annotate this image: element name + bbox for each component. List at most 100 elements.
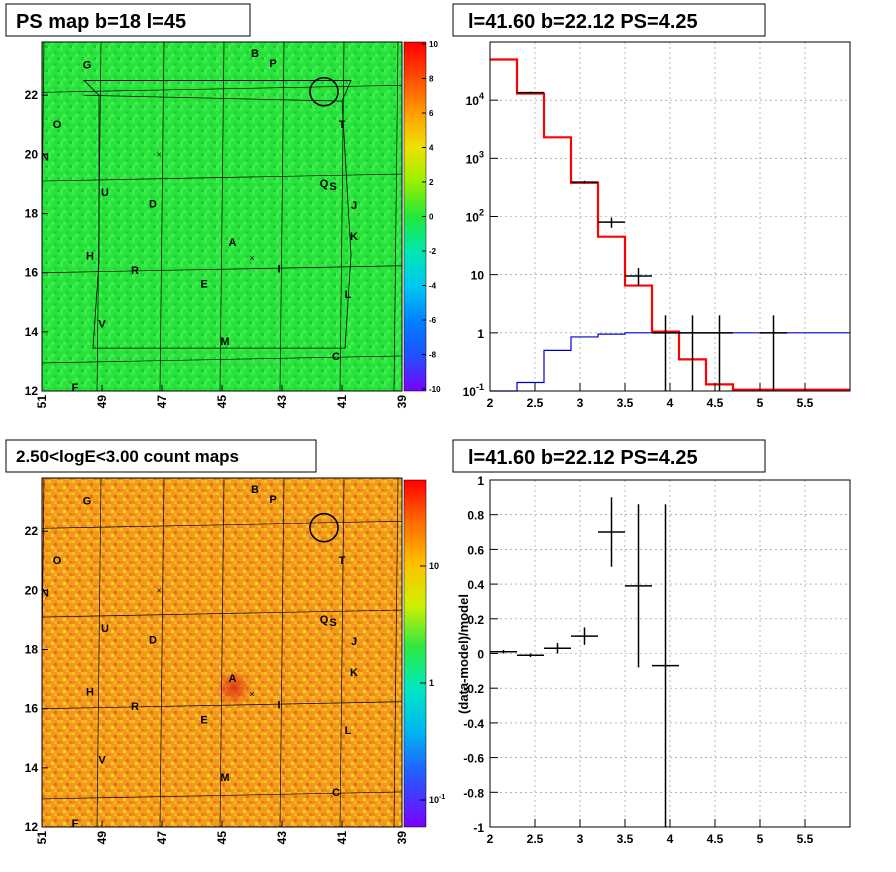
source-label-l: L: [345, 289, 352, 301]
y-tick-label: 14: [25, 761, 39, 775]
residual-title: l=41.60 b=22.12 PS=4.25: [468, 447, 698, 469]
red-step-line: [490, 58, 850, 391]
x-tick-label: 41: [335, 395, 349, 409]
source-label-c: C: [332, 351, 340, 363]
source-label-n: N: [41, 587, 49, 599]
ps-map-title: PS map b=18 l=45: [16, 11, 186, 33]
colorbar-tick-label: 2: [429, 178, 434, 187]
source-label-f: F: [72, 382, 79, 394]
y-tick-label: -1: [473, 821, 484, 835]
source-label-j: J: [351, 636, 357, 648]
meridian-line: [42, 478, 45, 684]
colorbar-tick-label: -8: [429, 351, 437, 360]
x-tick-label: 39: [395, 395, 409, 409]
count-map-title-box: [5, 439, 317, 473]
source-label-l: L: [345, 725, 352, 737]
y-tick-label: 0.8: [467, 509, 484, 523]
meridian-line: [339, 42, 345, 391]
x-tick-label: 47: [155, 395, 169, 409]
x-tick-label: 43: [275, 395, 289, 409]
count-map-coordinate-grid: [42, 478, 402, 827]
x-tick-label: 3: [577, 396, 584, 410]
y-tick-label: 22: [25, 88, 39, 102]
source-label-a: A: [229, 673, 237, 685]
x-tick-label: 51: [35, 395, 49, 409]
source-label-b: B: [251, 48, 259, 60]
colorbar-tick-label: 1: [429, 678, 434, 688]
x-tick-label: 39: [395, 831, 409, 845]
source-label-t: T: [339, 119, 346, 131]
source-label-j: J: [351, 200, 357, 212]
x-tick-label: 4: [667, 396, 674, 410]
parallel-line: [42, 84, 402, 93]
survey-footprint: [83, 80, 352, 349]
meridian-line: [159, 42, 165, 391]
x-tick-label: 4: [667, 832, 674, 846]
ps-map-y-axis: 12 14 16 18 20 22: [25, 88, 48, 398]
source-label-o: O: [53, 555, 62, 567]
source-label-m: M: [220, 336, 229, 348]
colorbar-tick-label: -6: [429, 316, 437, 325]
y-tick-label: 20: [25, 147, 39, 161]
colorbar-tick-label: 10-1: [429, 794, 445, 805]
source-label-s: S: [329, 617, 336, 629]
source-label-e: E: [200, 714, 207, 726]
source-cross-marker: ×: [249, 253, 254, 263]
spectrum-title-box: [452, 3, 766, 37]
source-label-s: S: [329, 181, 336, 193]
y-tick-label: -0.2: [463, 682, 484, 696]
x-tick-label: 47: [155, 831, 169, 845]
y-tick-label: 18: [25, 643, 39, 657]
colorbar-tick-label: -2: [429, 247, 437, 256]
source-label-p: P: [269, 494, 276, 506]
source-label-b: B: [251, 484, 259, 496]
x-tick-label: 3.5: [617, 396, 634, 410]
x-tick-label: 3: [577, 832, 584, 846]
parallel-line: [42, 173, 402, 182]
meridian-line: [96, 478, 102, 827]
y-tick-label: 16: [25, 702, 39, 716]
x-tick-label: 2.5: [527, 396, 544, 410]
y-tick-label: 14: [25, 325, 39, 339]
y-tick-label: 10: [471, 269, 485, 283]
y-tick-label: 1: [477, 474, 484, 488]
residual-x-axis: 2 2.5 3 3.5 4 4.5 5 5.5: [487, 819, 814, 846]
source-label-i: I: [277, 700, 280, 712]
y-tick-label: 16: [25, 266, 39, 280]
source-label-g: G: [83, 496, 92, 508]
colorbar-tick-label: 4: [429, 144, 434, 153]
y-tick-label: 12: [25, 820, 39, 834]
meridian-line: [393, 478, 399, 827]
meridian-line: [159, 478, 165, 827]
x-tick-label: 5: [757, 832, 764, 846]
source-label-t: T: [339, 555, 346, 567]
source-label-o: O: [53, 119, 62, 131]
colorbar-tick-label: -4: [429, 282, 437, 291]
x-tick-label: 51: [35, 831, 49, 845]
source-label-k: K: [350, 667, 358, 679]
y-tick-label: 0.2: [467, 613, 484, 627]
residual-y-axis: -1 -0.8 -0.6 -0.4 -0.2 0 0.2 0.4 0.6 0.8 1: [463, 474, 498, 835]
spectrum-panel: 2 2.5 3 3.5 4 4.5 5 5.5 10-1 1 10 102 103 104 l=41.6…: [452, 3, 851, 410]
ps-map-coordinate-grid: [42, 42, 402, 391]
x-tick-label: 5: [757, 396, 764, 410]
count-map-x-axis: 51 49 47 45 43 41 39: [35, 821, 409, 844]
colorbar-tick-label: 8: [429, 75, 434, 84]
source-label-v: V: [98, 318, 106, 330]
y-tick-label: -0.4: [463, 717, 484, 731]
meridian-line: [393, 42, 399, 391]
source-label-u: U: [101, 187, 109, 199]
source-cross-marker: ×: [156, 585, 161, 595]
y-tick-label: 0: [477, 648, 484, 662]
source-label-u: U: [101, 623, 109, 635]
blue-step-line: [490, 332, 850, 392]
colorbar-tick-label: 0: [429, 213, 434, 222]
source-label-i: I: [277, 264, 280, 276]
footprint-edge: [83, 94, 343, 102]
y-tick-label: 12: [25, 384, 39, 398]
count-map-colorbar: [403, 479, 427, 828]
residual-y-label: (data-model)/model: [456, 594, 471, 714]
